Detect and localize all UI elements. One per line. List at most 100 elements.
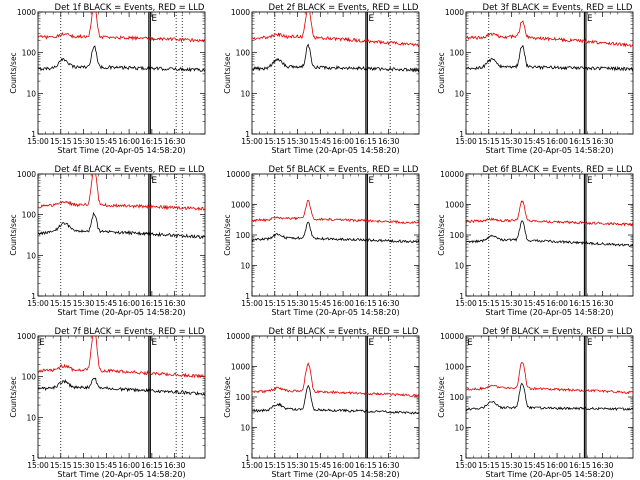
x-axis-label: Start Time (20-Apr-05 14:58:20) [57,308,185,317]
events-series-line [252,384,419,415]
x-tick-label: 15:30 [287,299,309,308]
panel-3: Det 3f BLACK = Events, RED = LLD 1 10 100 10… [437,3,634,155]
plot-frame [465,335,634,459]
x-tick-label: 16:30 [592,461,614,470]
x-tick-label: 15:15 [50,461,72,470]
y-tick-label: 100 [22,49,37,58]
x-tick-label: 16:30 [592,299,614,308]
x-tick-label: 15:15 [264,137,286,146]
plot-frame [465,11,634,135]
y-tick-label: 100 [450,231,465,240]
plot-frame [251,11,420,135]
y-tick-label: 10000 [226,332,250,341]
events-series-line [38,45,205,73]
y-tick-label: 10 [454,89,464,98]
plot-frame [37,335,206,459]
lld-series-line [252,362,419,398]
x-tick-label: 15:30 [501,299,523,308]
x-tick-label: 15:15 [478,461,500,470]
y-tick-label: 100 [450,49,465,58]
event-marker-label: E [39,338,45,348]
x-tick-label: 15:30 [287,461,309,470]
x-tick-label: 15:00 [241,299,263,308]
x-tick-label: 16:00 [546,461,568,470]
x-tick-label: 15:00 [455,299,477,308]
panel-7: Det 7f BLACK = Events, RED = LLD 1 10 100 10… [9,327,206,479]
panel-title: Det 6f BLACK = Events, RED = LLD [483,165,633,175]
x-tick-label: 16:30 [164,299,186,308]
panel-2: Det 2f BLACK = Events, RED = LLD 1 10 100 10… [223,3,420,155]
y-tick-label: 1000 [445,8,464,17]
x-tick-label: 15:45 [524,461,546,470]
x-axis-label: Start Time (20-Apr-05 14:58:20) [57,146,185,155]
x-tick-label: 16:15 [569,137,591,146]
y-tick-label: 1000 [445,201,464,210]
y-tick-label: 1 [31,292,36,301]
y-tick-label: 1 [459,130,464,139]
x-axis-label: Start Time (20-Apr-05 14:58:20) [57,470,185,479]
y-tick-label: 10 [454,262,464,271]
x-tick-label: 15:30 [73,461,95,470]
x-tick-label: 15:00 [27,137,49,146]
y-tick-label: 10 [26,89,36,98]
events-series-line [252,43,419,73]
plot-frame [37,173,206,297]
x-tick-label: 15:45 [310,461,332,470]
y-tick-label: 1 [245,292,250,301]
y-tick-label: 100 [22,211,37,220]
events-series-line [252,221,419,244]
x-tick-label: 15:30 [73,137,95,146]
y-tick-label: 1 [245,130,250,139]
x-tick-label: 16:30 [378,137,400,146]
y-tick-label: 1000 [17,170,36,179]
x-axis-label: Start Time (20-Apr-05 14:58:20) [271,308,399,317]
panel-6: Det 6f BLACK = Events, RED = LLD 1 10 100 10… [437,165,634,317]
x-tick-label: 15:00 [27,461,49,470]
x-tick-label: 15:15 [264,299,286,308]
panel-title: Det 7f BLACK = Events, RED = LLD [55,327,205,337]
event-marker-label: E [587,14,593,24]
events-series-line [466,220,633,247]
x-tick-label: 16:30 [164,137,186,146]
panel-title: Det 5f BLACK = Events, RED = LLD [269,165,419,175]
x-tick-label: 15:00 [241,137,263,146]
panel-title: Det 3f BLACK = Events, RED = LLD [483,3,633,13]
x-tick-label: 16:00 [332,299,354,308]
event-marker-label: E [587,176,593,186]
event-marker-label: E [151,14,157,24]
y-tick-label: 100 [450,393,465,402]
x-tick-label: 16:15 [141,137,163,146]
y-tick-label: 100 [236,231,251,240]
events-series-line [38,211,205,239]
events-series-line [38,377,205,396]
x-axis-label: Start Time (20-Apr-05 14:58:20) [271,470,399,479]
panel-title: Det 2f BLACK = Events, RED = LLD [269,3,419,13]
event-marker-label: E [151,338,157,348]
y-axis-label: Counts/sec [437,52,446,93]
x-tick-label: 16:30 [164,461,186,470]
x-tick-label: 16:00 [546,299,568,308]
y-tick-label: 1 [459,292,464,301]
plot-frame [465,173,634,297]
lld-series-line [466,20,633,48]
lld-series-line [38,174,205,212]
y-tick-label: 10 [454,424,464,433]
x-axis-label: Start Time (20-Apr-05 14:58:20) [271,146,399,155]
events-series-line [466,44,633,72]
lld-series-line [466,362,633,395]
y-tick-label: 10000 [440,332,464,341]
panel-title: Det 8f BLACK = Events, RED = LLD [269,327,419,337]
x-tick-label: 16:00 [118,299,140,308]
x-axis-label: Start Time (20-Apr-05 14:58:20) [485,308,613,317]
y-axis-label: Counts/sec [223,52,232,93]
x-tick-label: 16:15 [355,299,377,308]
panel-9: Det 9f BLACK = Events, RED = LLD 1 10 100 10… [437,327,634,479]
x-tick-label: 16:15 [141,299,163,308]
y-tick-label: 1000 [445,363,464,372]
x-tick-label: 16:15 [141,461,163,470]
x-tick-label: 15:00 [27,299,49,308]
x-tick-label: 15:30 [501,461,523,470]
lld-series-line [466,200,633,227]
panel-8: Det 8f BLACK = Events, RED = LLD 1 10 100 10… [223,327,420,479]
events-series-line [466,383,633,412]
